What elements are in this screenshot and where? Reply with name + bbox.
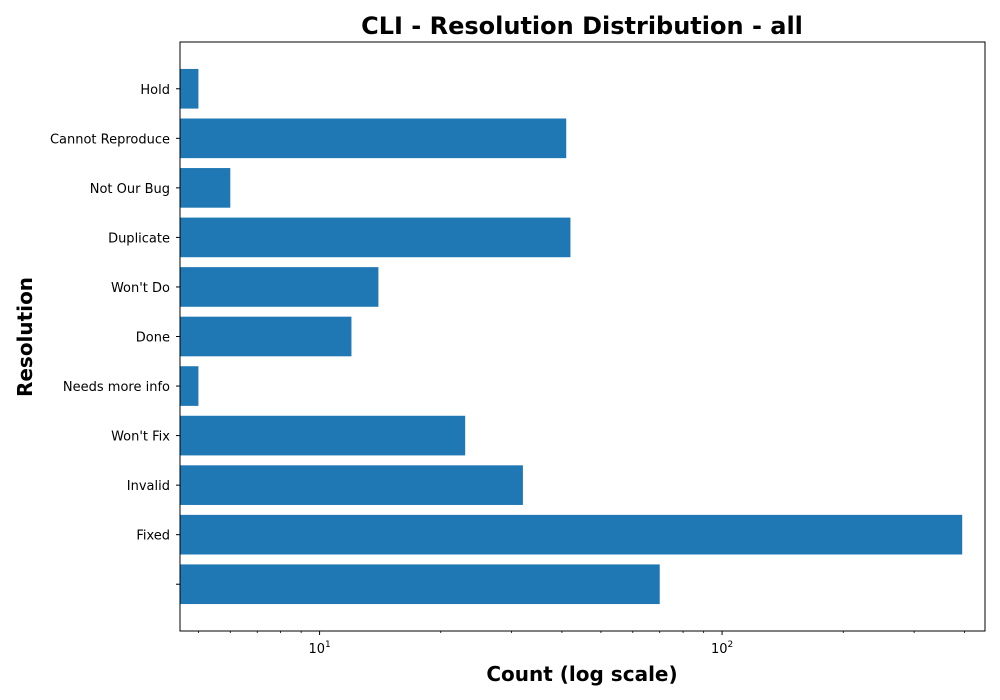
x-axis-ticks: 101 102 bbox=[198, 631, 965, 657]
bar bbox=[180, 168, 231, 208]
bar bbox=[180, 366, 199, 406]
y-tick-label: Cannot Reproduce bbox=[50, 132, 170, 147]
bar bbox=[180, 68, 199, 109]
x-tick-label: 102 bbox=[711, 640, 733, 657]
bar bbox=[180, 267, 379, 307]
y-tick-label: Won't Do bbox=[111, 281, 170, 296]
y-tick-label: Duplicate bbox=[108, 231, 170, 246]
y-axis-ticks: Fixed Invalid Won't Fix Needs more info Done… bbox=[50, 83, 180, 585]
y-tick-label: Hold bbox=[140, 83, 170, 98]
y-axis-label: Resolution bbox=[13, 277, 37, 397]
chart-title: CLI - Resolution Distribution - all bbox=[361, 12, 803, 40]
y-tick-label: Won't Fix bbox=[111, 430, 170, 445]
plot-frame bbox=[179, 41, 986, 632]
bar bbox=[180, 564, 660, 605]
bar bbox=[180, 514, 963, 555]
y-tick-label: Invalid bbox=[127, 479, 170, 494]
bars-group bbox=[180, 68, 963, 605]
bar bbox=[180, 465, 523, 505]
bar bbox=[180, 217, 571, 258]
bar bbox=[180, 415, 466, 456]
y-tick-label: Needs more info bbox=[63, 380, 170, 395]
y-tick-label: Fixed bbox=[136, 529, 170, 544]
x-tick-label: 101 bbox=[308, 640, 330, 657]
x-axis-label: Count (log scale) bbox=[486, 662, 677, 686]
bar bbox=[180, 118, 567, 159]
y-tick-label: Done bbox=[136, 331, 170, 346]
y-tick-label: Not Our Bug bbox=[90, 182, 170, 197]
bar bbox=[180, 316, 352, 357]
